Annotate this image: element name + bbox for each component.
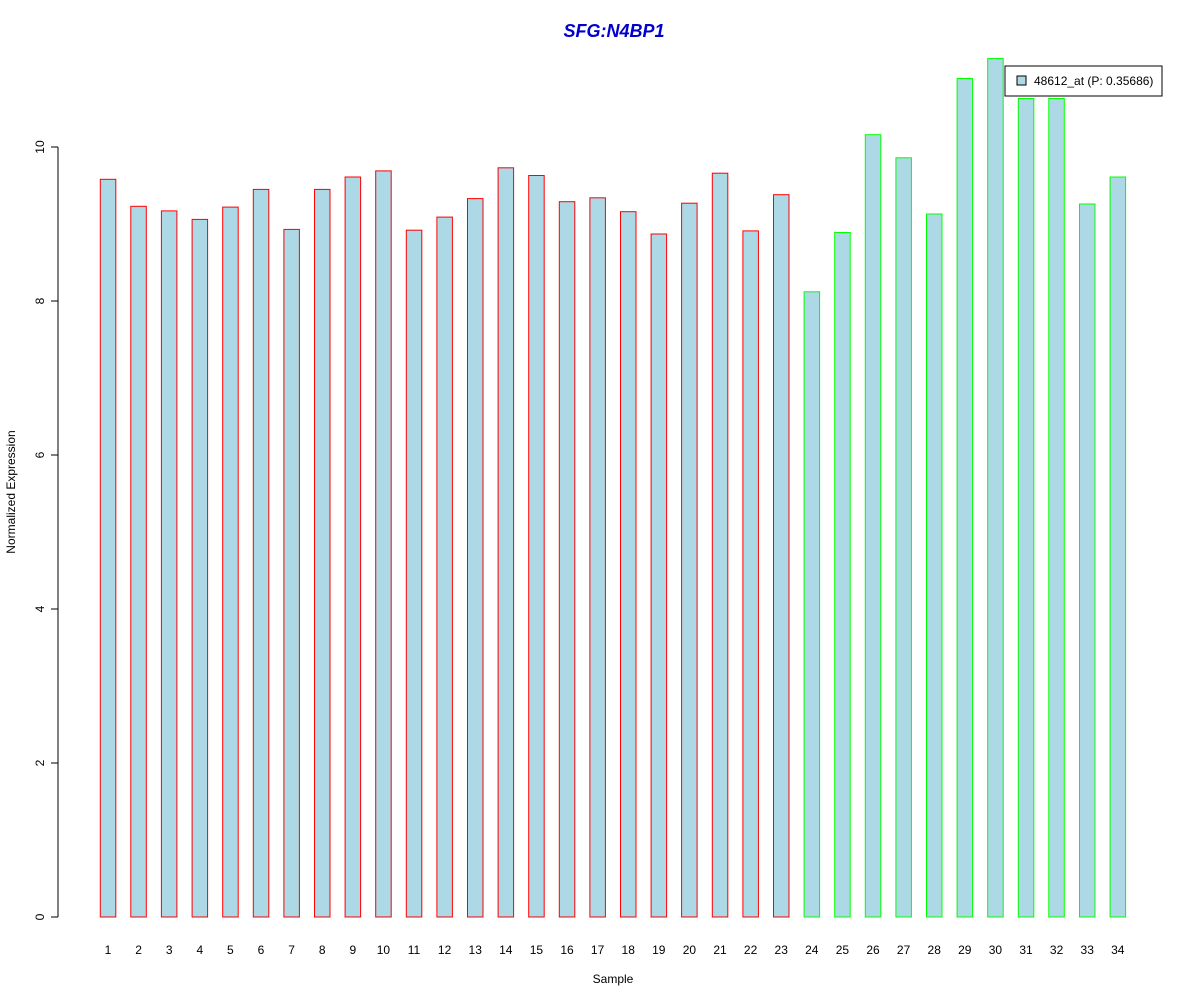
x-tick-label-12: 12 bbox=[438, 943, 452, 957]
y-tick-label-0: 0 bbox=[33, 913, 47, 920]
chart-title: SFG:N4BP1 bbox=[563, 21, 664, 41]
x-tick-label-22: 22 bbox=[744, 943, 758, 957]
bar-sample-12 bbox=[436, 216, 453, 918]
bar-sample-20 bbox=[681, 202, 698, 918]
bar-sample-4 bbox=[191, 218, 209, 918]
legend-label: 48612_at (P: 0.35686) bbox=[1034, 74, 1153, 88]
bar-sample-26 bbox=[864, 134, 882, 918]
x-tick-label-16: 16 bbox=[560, 943, 574, 957]
bar-sample-23 bbox=[773, 194, 790, 918]
bar-sample-25 bbox=[834, 232, 851, 918]
bar-sample-24 bbox=[803, 291, 821, 918]
bar-sample-9 bbox=[344, 176, 362, 918]
bar-sample-3 bbox=[160, 210, 178, 918]
y-tick-label-8: 8 bbox=[33, 297, 47, 304]
x-axis: 1 2 3 4 5 6 7 8 9 10 11 12 13 14 15 16 17 18 19 20 21 22 23 24 2… bbox=[105, 943, 1125, 957]
bar-sample-11 bbox=[405, 229, 423, 918]
x-tick-label-18: 18 bbox=[622, 943, 636, 957]
x-tick-label-3: 3 bbox=[166, 943, 173, 957]
bar-sample-31 bbox=[1017, 98, 1035, 918]
x-tick-label-8: 8 bbox=[319, 943, 326, 957]
bar-sample-14 bbox=[497, 167, 515, 918]
x-tick-label-23: 23 bbox=[775, 943, 789, 957]
bar-sample-6 bbox=[252, 188, 270, 918]
x-tick-label-6: 6 bbox=[258, 943, 265, 957]
x-tick-label-29: 29 bbox=[958, 943, 972, 957]
x-tick-label-13: 13 bbox=[469, 943, 483, 957]
y-axis-label: Normalized Expression bbox=[4, 430, 18, 553]
bar-sample-32 bbox=[1048, 98, 1065, 918]
x-tick-label-2: 2 bbox=[135, 943, 142, 957]
x-tick-label-31: 31 bbox=[1019, 943, 1033, 957]
x-tick-label-24: 24 bbox=[805, 943, 819, 957]
x-tick-label-32: 32 bbox=[1050, 943, 1064, 957]
bar-sample-2 bbox=[130, 205, 147, 918]
x-tick-label-19: 19 bbox=[652, 943, 666, 957]
x-tick-label-27: 27 bbox=[897, 943, 911, 957]
bar-sample-28 bbox=[926, 213, 943, 918]
x-tick-label-30: 30 bbox=[989, 943, 1003, 957]
bar-sample-19 bbox=[650, 233, 668, 918]
legend: 48612_at (P: 0.35686) bbox=[1004, 65, 1163, 97]
bar-sample-15 bbox=[528, 175, 545, 918]
bars-group bbox=[99, 57, 1127, 918]
y-tick-label-6: 6 bbox=[33, 451, 47, 458]
bar-sample-7 bbox=[283, 228, 300, 918]
bar-sample-5 bbox=[222, 206, 239, 918]
x-tick-label-25: 25 bbox=[836, 943, 850, 957]
x-tick-label-7: 7 bbox=[288, 943, 295, 957]
bar-sample-27 bbox=[895, 157, 912, 918]
bar-sample-18 bbox=[620, 211, 637, 918]
x-tick-label-33: 33 bbox=[1081, 943, 1095, 957]
legend-box bbox=[1004, 65, 1163, 97]
x-tick-label-34: 34 bbox=[1111, 943, 1125, 957]
x-tick-label-9: 9 bbox=[349, 943, 356, 957]
bar-sample-33 bbox=[1079, 203, 1096, 918]
x-tick-label-10: 10 bbox=[377, 943, 391, 957]
x-tick-label-4: 4 bbox=[196, 943, 203, 957]
bar-sample-22 bbox=[742, 230, 759, 918]
x-tick-label-14: 14 bbox=[499, 943, 513, 957]
x-tick-label-28: 28 bbox=[928, 943, 942, 957]
bar-sample-17 bbox=[589, 197, 606, 918]
bar-sample-29 bbox=[956, 78, 974, 918]
y-tick-label-10: 10 bbox=[33, 140, 47, 154]
x-axis-label: Sample bbox=[593, 972, 634, 986]
x-tick-label-1: 1 bbox=[105, 943, 112, 957]
bar-sample-16 bbox=[558, 201, 576, 918]
legend-swatch bbox=[1016, 75, 1027, 86]
bar-sample-1 bbox=[99, 178, 117, 918]
x-tick-label-5: 5 bbox=[227, 943, 234, 957]
x-tick-label-11: 11 bbox=[408, 943, 421, 957]
x-tick-label-15: 15 bbox=[530, 943, 544, 957]
bar-sample-30 bbox=[987, 57, 1004, 918]
x-tick-label-17: 17 bbox=[591, 943, 605, 957]
bar-sample-10 bbox=[375, 170, 392, 918]
y-tick-label-4: 4 bbox=[33, 605, 47, 612]
bar-sample-34 bbox=[1109, 176, 1127, 918]
bar-sample-13 bbox=[467, 198, 484, 918]
x-tick-label-26: 26 bbox=[866, 943, 880, 957]
bar-sample-21 bbox=[711, 172, 729, 918]
y-tick-label-2: 2 bbox=[33, 759, 47, 766]
y-axis: 0 2 4 6 8 10 bbox=[33, 140, 59, 920]
x-tick-label-21: 21 bbox=[713, 943, 727, 957]
bar-sample-8 bbox=[314, 188, 331, 918]
x-tick-label-20: 20 bbox=[683, 943, 697, 957]
